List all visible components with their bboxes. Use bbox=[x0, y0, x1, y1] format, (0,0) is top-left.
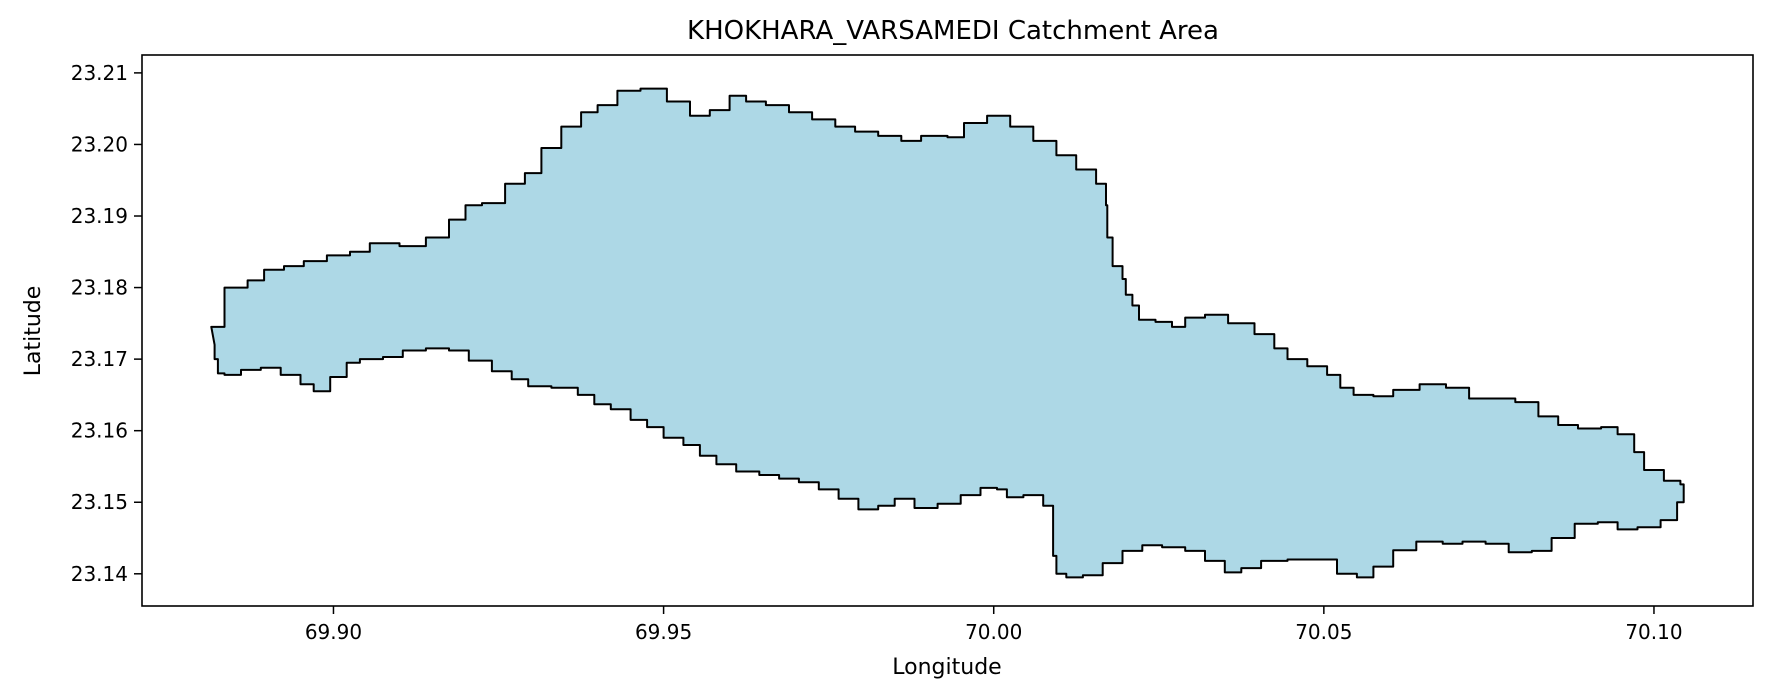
y-tick-label: 23.16 bbox=[71, 419, 128, 443]
y-tick-label: 23.21 bbox=[71, 61, 128, 85]
y-tick-label: 23.20 bbox=[71, 132, 128, 156]
x-axis-label: Longitude bbox=[892, 655, 1001, 680]
x-tick-label: 70.05 bbox=[1295, 620, 1352, 644]
y-tick-label: 23.19 bbox=[71, 204, 128, 228]
catchment-layer bbox=[210, 87, 1685, 579]
map-title: KHOKHARA_VARSAMEDI Catchment Area bbox=[687, 16, 1219, 46]
plot-area: 69.90 69.95 70.00 70.05 70.10 23.1423.1523.1… bbox=[71, 54, 1754, 644]
y-axis-ticks: 23.14 23.15 23.16 23.17 23.18 23.19 23.20 23.21 bbox=[71, 61, 142, 586]
x-axis-ticks: 69.90 69.95 70.00 70.05 70.10 bbox=[305, 606, 1683, 644]
y-axis-label: Latitude bbox=[21, 286, 46, 377]
x-tick-label: 70.00 bbox=[965, 620, 1022, 644]
x-tick-label: 70.10 bbox=[1625, 620, 1682, 644]
x-tick-label: 69.95 bbox=[635, 620, 692, 644]
axes-frame bbox=[141, 54, 1754, 607]
y-tick-label: 23.17 bbox=[71, 347, 128, 371]
y-tick-label: 23.18 bbox=[71, 276, 128, 300]
y-tick-label: 23.14 bbox=[71, 562, 128, 586]
catchment-polygon bbox=[210, 87, 1685, 579]
x-tick-label: 69.90 bbox=[305, 620, 362, 644]
y-tick-label: 23.15 bbox=[71, 490, 128, 514]
